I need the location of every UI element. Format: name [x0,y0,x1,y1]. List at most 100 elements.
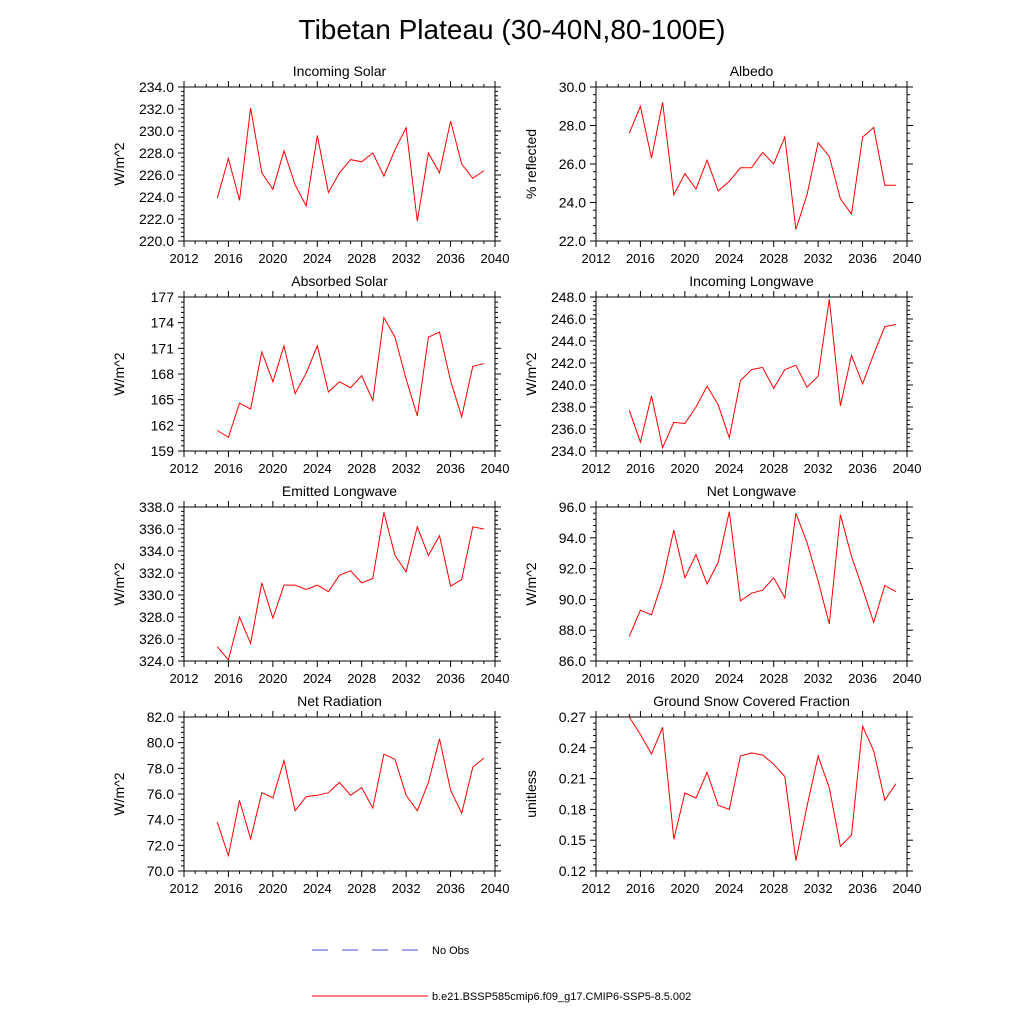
y-axis-label: % reflected [523,129,539,199]
x-tick-label: 2040 [893,881,922,896]
x-tick-label: 2040 [893,671,922,686]
y-axis-label: W/m^2 [523,562,539,605]
x-tick-label: 2036 [436,461,465,476]
x-tick-label: 2016 [626,251,655,266]
x-tick-label: 2024 [303,881,332,896]
y-tick-label: 234.0 [139,79,174,95]
x-tick-label: 2036 [436,671,465,686]
plot-frame [183,86,496,242]
y-tick-label: 328.0 [139,609,174,625]
y-tick-label: 0.27 [559,709,586,725]
y-tick-label: 0.15 [559,832,586,848]
x-tick-label: 2020 [258,881,287,896]
y-tick-label: 0.24 [559,740,586,756]
y-tick-label: 70.0 [147,863,174,879]
y-tick-label: 332.0 [139,565,174,581]
y-tick-label: 246.0 [551,311,586,327]
y-axis-label: W/m^2 [111,772,127,815]
x-tick-label: 2032 [804,461,833,476]
x-tick-label: 2040 [893,251,922,266]
x-tick-label: 2012 [170,881,199,896]
y-tick-label: 174 [151,315,175,331]
x-tick-label: 2028 [347,251,376,266]
y-tick-label: 240.0 [551,377,586,393]
plot-frame [183,296,496,452]
series-line [217,315,485,439]
legend-model-label: b.e21.BSSP585cmip6.f09_g17.CMIP6-SSP5-8.… [432,991,691,1003]
y-tick-label: 234.0 [551,443,586,459]
series-line [216,512,484,661]
y-tick-label: 78.0 [147,760,174,776]
series-line [216,738,485,858]
panel-title: Ground Snow Covered Fraction [653,693,850,709]
x-tick-label: 2024 [303,461,332,476]
x-tick-label: 2012 [582,251,611,266]
y-tick-label: 24.0 [559,195,586,211]
panel-ground-snow-covered-fraction: Ground Snow Covered Fraction unitless 2012… [523,693,921,896]
y-tick-label: 330.0 [139,587,174,603]
panel-title: Incoming Solar [293,63,387,79]
x-tick-label: 2020 [670,671,699,686]
plot-frame [595,296,908,452]
panel-incoming-solar: Incoming Solar W/m^2 2012 2016 2020 2024 2028 2… [111,63,509,266]
x-tick-label: 2040 [481,251,510,266]
x-tick-label: 2028 [759,881,788,896]
x-tick-label: 2024 [303,251,332,266]
series-line [628,511,897,637]
y-tick-label: 30.0 [559,79,586,95]
x-tick-label: 2016 [626,881,655,896]
x-tick-label: 2032 [804,251,833,266]
panel-title: Albedo [730,63,774,79]
x-tick-label: 2032 [804,881,833,896]
x-tick-label: 2036 [848,251,877,266]
y-tick-label: 248.0 [551,289,586,305]
x-tick-label: 2020 [670,881,699,896]
x-tick-label: 2020 [258,251,287,266]
panel-absorbed-solar: Absorbed Solar W/m^2 2012 2016 2020 2024 2028 2… [111,273,509,476]
y-tick-label: 162 [151,417,175,433]
x-tick-label: 2036 [436,251,465,266]
plot-frame [183,506,496,662]
x-tick-label: 2036 [436,881,465,896]
x-tick-label: 2040 [893,461,922,476]
x-tick-label: 2016 [214,461,243,476]
x-tick-label: 2036 [848,671,877,686]
panel-incoming-longwave: Incoming Longwave W/m^2 2012 2016 2020 2024 20… [523,273,921,476]
legend-obs-label: No Obs [432,945,470,957]
x-tick-label: 2016 [214,671,243,686]
x-tick-label: 2028 [759,671,788,686]
series-line [628,102,896,230]
y-axis-label: W/m^2 [111,352,127,395]
x-tick-label: 2032 [392,251,421,266]
y-tick-label: 76.0 [147,786,174,802]
x-tick-label: 2036 [848,881,877,896]
x-tick-label: 2012 [170,251,199,266]
panel-title: Net Longwave [707,483,797,499]
x-tick-label: 2024 [715,461,744,476]
x-tick-label: 2016 [214,251,243,266]
y-tick-label: 86.0 [559,653,586,669]
x-tick-label: 2028 [759,461,788,476]
y-axis-label: W/m^2 [523,352,539,395]
y-tick-label: 74.0 [147,812,174,828]
series-line [628,299,896,450]
x-tick-label: 2028 [347,881,376,896]
panel-title: Emitted Longwave [282,483,397,499]
y-tick-label: 232.0 [139,101,174,117]
y-tick-label: 334.0 [139,543,174,559]
x-tick-label: 2016 [626,461,655,476]
y-tick-label: 220.0 [139,233,174,249]
y-tick-label: 159 [151,443,175,459]
y-tick-label: 26.0 [559,156,586,172]
series-line [216,107,485,222]
y-tick-label: 236.0 [551,421,586,437]
y-tick-label: 171 [151,340,175,356]
x-tick-label: 2024 [715,881,744,896]
y-axis-label: unitless [523,770,539,817]
y-tick-label: 222.0 [139,211,174,227]
x-tick-label: 2040 [481,881,510,896]
plot-frame [595,86,908,242]
x-tick-label: 2032 [804,671,833,686]
x-tick-label: 2024 [715,251,744,266]
